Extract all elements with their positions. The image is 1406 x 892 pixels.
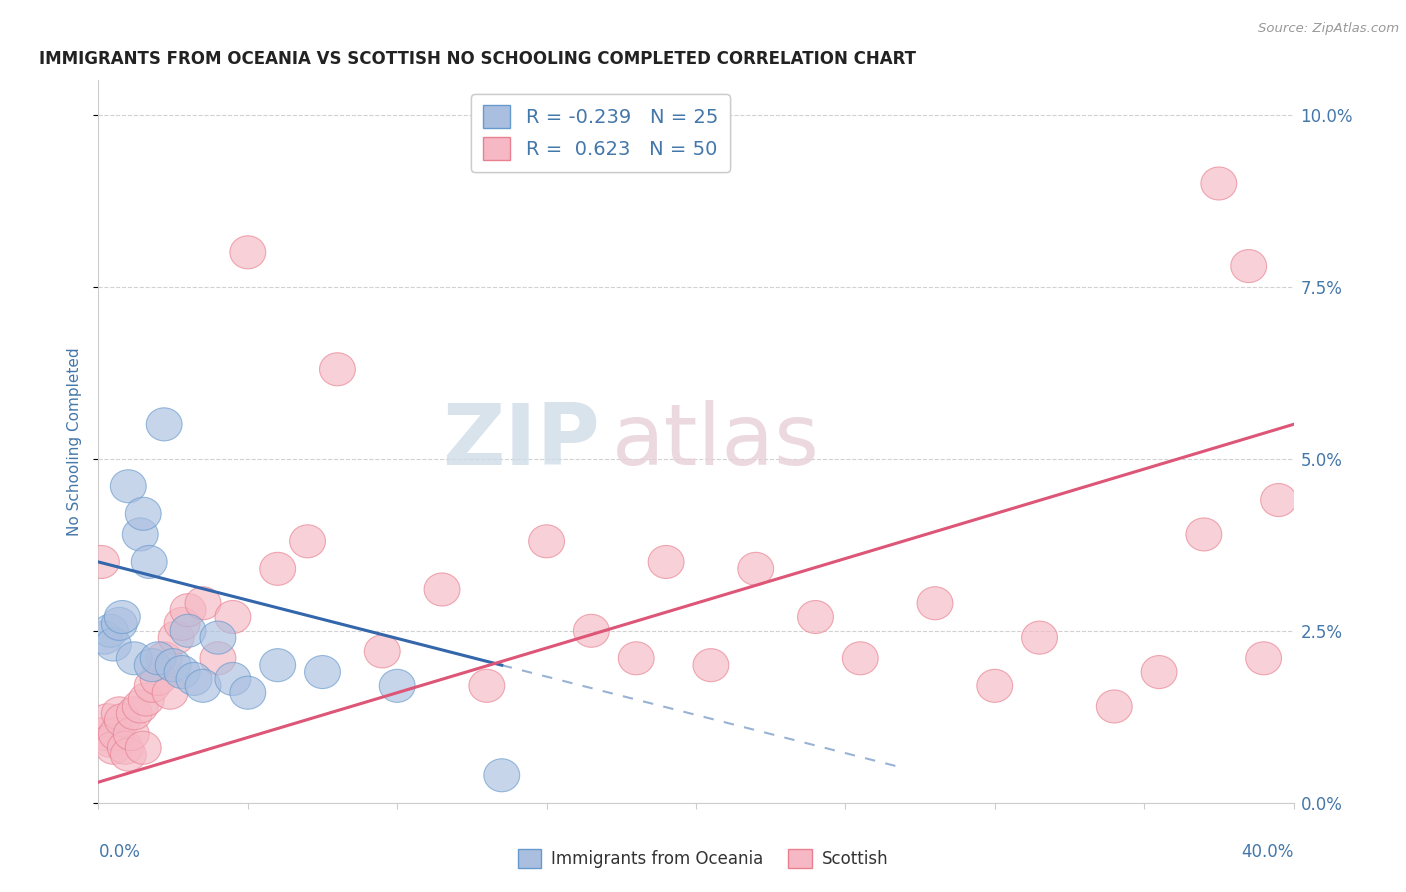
Ellipse shape — [231, 676, 266, 709]
Ellipse shape — [83, 545, 120, 579]
Ellipse shape — [96, 731, 131, 764]
Ellipse shape — [131, 545, 167, 579]
Ellipse shape — [87, 621, 122, 654]
Ellipse shape — [200, 621, 236, 654]
Ellipse shape — [114, 717, 149, 750]
Ellipse shape — [842, 641, 879, 675]
Ellipse shape — [152, 676, 188, 709]
Ellipse shape — [977, 669, 1012, 702]
Ellipse shape — [165, 607, 200, 640]
Ellipse shape — [305, 656, 340, 689]
Ellipse shape — [104, 600, 141, 633]
Legend: Immigrants from Oceania, Scottish: Immigrants from Oceania, Scottish — [510, 842, 896, 875]
Ellipse shape — [484, 759, 520, 792]
Ellipse shape — [186, 587, 221, 620]
Ellipse shape — [104, 704, 141, 737]
Ellipse shape — [96, 628, 131, 661]
Ellipse shape — [260, 648, 295, 681]
Ellipse shape — [574, 615, 609, 648]
Ellipse shape — [186, 669, 221, 702]
Ellipse shape — [319, 352, 356, 386]
Ellipse shape — [159, 621, 194, 654]
Ellipse shape — [215, 663, 250, 696]
Ellipse shape — [165, 656, 200, 689]
Ellipse shape — [93, 615, 128, 648]
Ellipse shape — [1022, 621, 1057, 654]
Ellipse shape — [231, 235, 266, 268]
Ellipse shape — [364, 635, 401, 668]
Ellipse shape — [260, 552, 295, 585]
Text: 0.0%: 0.0% — [98, 843, 141, 861]
Text: atlas: atlas — [613, 400, 820, 483]
Ellipse shape — [619, 641, 654, 675]
Ellipse shape — [648, 545, 685, 579]
Ellipse shape — [101, 697, 138, 730]
Ellipse shape — [1201, 167, 1237, 200]
Y-axis label: No Schooling Completed: No Schooling Completed — [67, 347, 83, 536]
Ellipse shape — [146, 641, 183, 675]
Legend: R = -0.239   N = 25, R =  0.623   N = 50: R = -0.239 N = 25, R = 0.623 N = 50 — [471, 94, 730, 171]
Ellipse shape — [135, 648, 170, 681]
Ellipse shape — [290, 524, 326, 558]
Ellipse shape — [122, 518, 159, 551]
Ellipse shape — [693, 648, 728, 681]
Ellipse shape — [155, 648, 191, 681]
Text: 40.0%: 40.0% — [1241, 843, 1294, 861]
Ellipse shape — [141, 663, 176, 696]
Ellipse shape — [1261, 483, 1296, 516]
Ellipse shape — [135, 669, 170, 702]
Ellipse shape — [98, 717, 135, 750]
Ellipse shape — [529, 524, 565, 558]
Ellipse shape — [90, 704, 125, 737]
Ellipse shape — [170, 615, 207, 648]
Ellipse shape — [797, 600, 834, 633]
Ellipse shape — [170, 593, 207, 627]
Ellipse shape — [110, 738, 146, 772]
Ellipse shape — [117, 697, 152, 730]
Ellipse shape — [200, 641, 236, 675]
Ellipse shape — [117, 641, 152, 675]
Ellipse shape — [470, 669, 505, 702]
Ellipse shape — [738, 552, 773, 585]
Text: IMMIGRANTS FROM OCEANIA VS SCOTTISH NO SCHOOLING COMPLETED CORRELATION CHART: IMMIGRANTS FROM OCEANIA VS SCOTTISH NO S… — [39, 50, 915, 68]
Ellipse shape — [425, 573, 460, 606]
Ellipse shape — [1187, 518, 1222, 551]
Ellipse shape — [1246, 641, 1282, 675]
Ellipse shape — [107, 731, 143, 764]
Ellipse shape — [146, 408, 183, 441]
Ellipse shape — [1230, 250, 1267, 283]
Text: Source: ZipAtlas.com: Source: ZipAtlas.com — [1258, 22, 1399, 36]
Ellipse shape — [1097, 690, 1132, 723]
Ellipse shape — [93, 724, 128, 757]
Ellipse shape — [110, 470, 146, 503]
Ellipse shape — [215, 600, 250, 633]
Ellipse shape — [87, 717, 122, 750]
Ellipse shape — [1142, 656, 1177, 689]
Ellipse shape — [125, 731, 162, 764]
Ellipse shape — [141, 641, 176, 675]
Text: ZIP: ZIP — [443, 400, 600, 483]
Ellipse shape — [917, 587, 953, 620]
Ellipse shape — [128, 683, 165, 716]
Ellipse shape — [380, 669, 415, 702]
Ellipse shape — [176, 663, 212, 696]
Ellipse shape — [122, 690, 159, 723]
Ellipse shape — [125, 497, 162, 531]
Ellipse shape — [101, 607, 138, 640]
